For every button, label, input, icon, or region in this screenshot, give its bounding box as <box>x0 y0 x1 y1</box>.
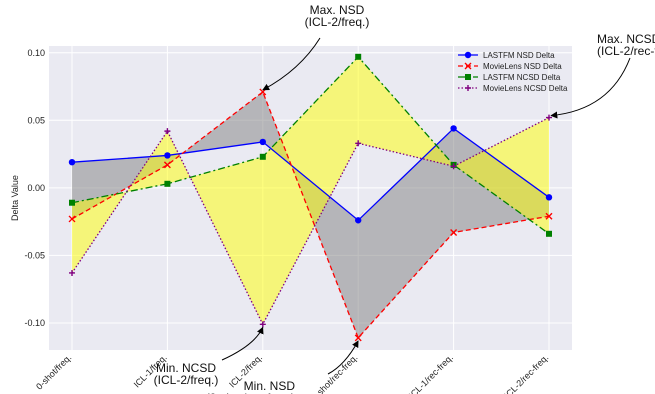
x-tick-label: ICL-2/rec-freq. <box>502 352 550 394</box>
marker-lastfm-ncsd-delta <box>164 180 171 187</box>
legend-marker-movielens-ncsd-delta <box>465 85 471 91</box>
marker-movielens-ncsd-delta <box>355 140 362 147</box>
y-axis-label: Delta Value <box>10 175 20 221</box>
y-tick-label: -0.10 <box>24 318 45 328</box>
legend-marker-lastfm-nsd-delta <box>464 51 472 59</box>
marker-lastfm-nsd-delta <box>450 125 457 132</box>
y-axis-ticks: -0.10 -0.05 0.00 0.05 0.10 <box>24 48 45 328</box>
marker-lastfm-nsd-delta <box>259 138 266 146</box>
line-movielens-ncsd-delta <box>71 117 550 326</box>
annotation-max-nsd-label: Max. NSD (ICL-2/freq.) <box>305 3 370 29</box>
annotation-max-ncsd-label: Max. NCSD(ICL-2/rec-freq.) <box>597 32 655 58</box>
marker-movielens-ncsd-delta <box>164 128 171 135</box>
line-lastfm-ncsd-delta <box>71 55 550 235</box>
marker-movielens-ncsd-delta <box>450 163 457 170</box>
marker-movielens-nsd-delta <box>163 161 171 169</box>
marker-movielens-nsd-delta <box>545 212 553 220</box>
legend: LASTFM NSD Delta MovieLens NSD Delta LASTF… <box>458 51 568 93</box>
y-tick-label: -0.05 <box>24 250 45 260</box>
annotation-min-nsd-arrow <box>327 340 359 375</box>
series-lines <box>71 55 550 340</box>
marker-lastfm-nsd-delta <box>68 158 76 166</box>
annotation-min-nsd-label: Min. NSD(0-shot/rec-freq.) <box>206 379 296 394</box>
legend-label-lastfm-nsd-delta: LASTFM NSD Delta <box>483 51 555 60</box>
marker-movielens-nsd-delta <box>68 215 76 223</box>
fill-lastfm-ncsd-delta-vs-movielens-ncsd-delta <box>72 56 549 325</box>
annotation-max-ncsd-arrow <box>550 57 631 119</box>
legend-marker-lastfm-ncsd-delta <box>465 74 471 80</box>
annotation-max-nsd-arrow <box>262 37 321 91</box>
marker-movielens-ncsd-delta <box>69 269 75 276</box>
legend-label-movielens-nsd-delta: MovieLens NSD Delta <box>483 62 562 71</box>
marker-movielens-nsd-delta <box>354 334 362 342</box>
marker-lastfm-nsd-delta <box>355 217 362 224</box>
marker-movielens-ncsd-delta <box>259 321 266 328</box>
marker-lastfm-ncsd-delta <box>259 153 266 160</box>
line-lastfm-nsd-delta <box>71 127 550 222</box>
series-markers <box>68 53 553 342</box>
marker-lastfm-ncsd-delta <box>355 53 362 60</box>
line-movielens-nsd-delta <box>71 90 550 340</box>
y-tick-label: 0.10 <box>27 48 45 58</box>
legend-label-movielens-ncsd-delta: MovieLens NCSD Delta <box>483 84 568 93</box>
y-tick-label: 0.05 <box>27 115 45 125</box>
x-tick-label: 0-shot/freq. <box>34 352 73 391</box>
marker-lastfm-ncsd-delta <box>69 199 75 206</box>
annotation-min-ncsd-arrow <box>221 326 264 361</box>
legend-label-lastfm-ncsd-delta: LASTFM NCSD Delta <box>483 73 561 82</box>
marker-lastfm-nsd-delta <box>545 194 553 201</box>
annotations: Max. NSD(ICL-2/freq.) Min. NSD(0-shot/rec… <box>154 3 655 394</box>
x-tick-label: ICL-1/rec-freq. <box>407 352 455 394</box>
marker-movielens-nsd-delta <box>450 228 458 236</box>
marker-lastfm-nsd-delta <box>164 152 171 159</box>
marker-lastfm-ncsd-delta <box>546 230 552 237</box>
y-tick-label: 0.00 <box>27 183 45 193</box>
annotation-min-ncsd-label: Min. NCSD (ICL-2/freq.) <box>154 361 219 387</box>
x-tick-label: 0-shot/rec-freq. <box>309 352 359 394</box>
legend-marker-movielens-nsd-delta <box>464 62 472 70</box>
